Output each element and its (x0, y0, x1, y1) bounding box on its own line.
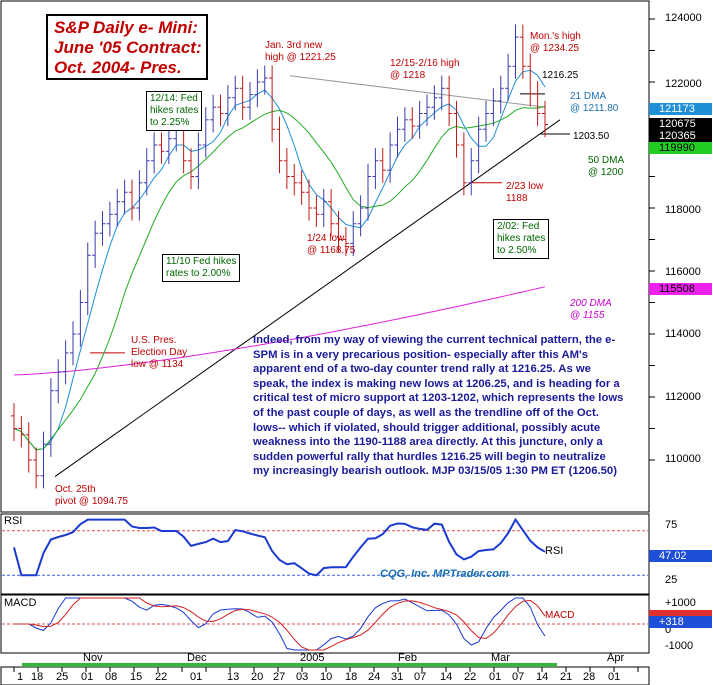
chart-title-line1: S&P Daily e- Mini: (54, 18, 198, 37)
rsi-panel-label: RSI (4, 515, 23, 527)
day-label: 08 (105, 671, 118, 683)
badge-50dma: 119990 (649, 142, 712, 154)
rsi-value-badge: 47.02 (649, 550, 712, 562)
day-label: 14 (536, 671, 549, 683)
day-label: 01 (608, 671, 621, 683)
price-axis-label: 124000 (665, 12, 702, 24)
annotation-nov10-fed: 11/10 Fed hikes rates to 2.00% (162, 254, 241, 282)
annotation-21dma: 21 DMA @ 1211.80 (570, 91, 619, 114)
annotation-feb23-low: 2/23 low 1188 (506, 181, 544, 204)
badge-low: 120365 (649, 130, 712, 142)
date-range-bar (22, 663, 557, 667)
day-label: 25 (56, 671, 69, 683)
macd-series-label: MACD (545, 610, 575, 621)
annotation-1216: 1216.25 (542, 70, 579, 81)
chart-title-line2: June '05 Contract: (54, 38, 202, 57)
chart-title-line3: Oct. 2004- Pres. (54, 58, 182, 77)
annotation-election-low: U.S. Pres. Election Day low @ 1134 (131, 335, 188, 370)
macd-signal-line (14, 597, 546, 651)
day-label: 07 (414, 671, 427, 683)
resistance-line (289, 75, 546, 108)
annotation-jan3-high: Jan. 3rd new high @ 1221.25 (265, 40, 336, 63)
day-label: 07 (512, 671, 525, 683)
macd-signal-badge (649, 610, 712, 616)
day-label: 22 (464, 671, 477, 683)
macd-axis-label: -1000 (665, 640, 694, 652)
badge-21dma: 121173 (649, 103, 712, 115)
annotation-dec15-high: 12/15-2/16 high @ 1218 (390, 58, 460, 81)
day-label: 28 (583, 671, 596, 683)
rsi-panel-frame (0, 513, 650, 595)
macd-axis-label: +1000 (665, 597, 696, 609)
month-label: 2005 (300, 652, 325, 664)
annotation-mon-high: Mon.'s high @ 1234.25 (530, 31, 581, 54)
day-label: 27 (273, 671, 286, 683)
day-label: 1 (17, 671, 24, 683)
badge-last: 120675 (649, 118, 712, 130)
badge-200dma: 115508 (649, 283, 712, 295)
macd-axis-label: 0 (665, 624, 672, 636)
day-label: 03 (296, 671, 309, 683)
day-label: 13 (227, 671, 240, 683)
day-label: 01 (489, 671, 502, 683)
day-label: 15 (130, 671, 143, 683)
macd-value-badge: +318 (649, 616, 712, 628)
day-label: 18 (345, 671, 358, 683)
rsi-series (2, 517, 648, 577)
month-label: Mar (491, 652, 510, 664)
day-label: 18 (31, 671, 44, 683)
rsi-axis-label: 75 (665, 519, 678, 531)
price-axis-label: 118000 (665, 204, 701, 216)
month-label: Apr (607, 652, 625, 664)
chart-title-box: S&P Daily e- Mini: June '05 Contract: Oc… (46, 14, 208, 80)
rsi-axis-label: 25 (665, 574, 678, 586)
month-label: Dec (187, 652, 207, 664)
annotation-50dma: 50 DMA @ 1200 (588, 155, 625, 178)
price-axis-label: 122000 (665, 78, 702, 90)
day-label: 01 (190, 671, 203, 683)
series-200dma-line (13, 286, 546, 376)
price-axis-label: 116000 (665, 266, 701, 278)
macd-panel-label: MACD (4, 597, 37, 609)
price-axis-label: 112000 (665, 391, 701, 403)
price-axis-ticks (649, 18, 655, 461)
annotation-200dma: 200 DMA @ 1155 (570, 298, 612, 321)
day-label: 31 (391, 671, 404, 683)
trendline-oct-low (54, 119, 561, 477)
day-label: 14 (440, 671, 453, 683)
commentary-text: Indeed, from my way of viewing the curre… (253, 334, 624, 478)
day-label: 01 (81, 671, 94, 683)
month-label: Nov (83, 652, 103, 664)
price-bars (11, 24, 548, 489)
day-label: 10 (320, 671, 333, 683)
annotation-oct25-pivot: Oct. 25th pivot @ 1094.75 (55, 484, 128, 507)
macd-series (2, 597, 648, 651)
day-label: 21 (560, 671, 573, 683)
price-axis-label: 110000 (665, 453, 701, 465)
annotation-1203: 1203.50 (573, 131, 610, 142)
date-axis-ticks (13, 667, 639, 672)
day-label: 20 (251, 671, 264, 683)
day-label: 24 (368, 671, 381, 683)
month-label: Feb (398, 652, 417, 664)
annotation-dec14-fed: 12/14: Fed hikes rates to 2.25% (146, 91, 203, 131)
annotation-jan24-low: 1/24 low @ 1168.75 (307, 233, 356, 256)
annotation-feb02-fed: 2/02: Fed hikes rates to 2.50% (493, 219, 550, 259)
rsi-line (13, 517, 546, 577)
day-label: 22 (155, 671, 168, 683)
price-axis-label: 114000 (665, 328, 701, 340)
watermark: CQG, Inc. MPTrader.com (380, 568, 509, 580)
rsi-series-label: RSI (545, 545, 564, 557)
